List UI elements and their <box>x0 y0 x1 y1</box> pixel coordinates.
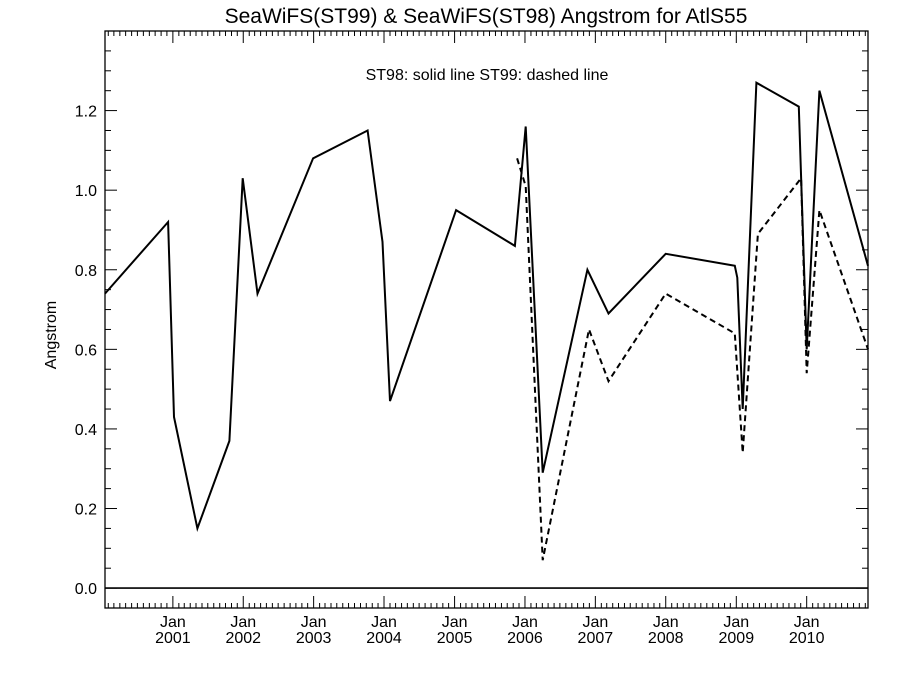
x-tick-year-label: 2007 <box>578 630 614 647</box>
x-tick-month-label: Jan <box>442 614 468 631</box>
x-tick-year-label: 2001 <box>155 630 191 647</box>
x-tick-month-label: Jan <box>230 614 256 631</box>
x-tick-year-label: 2006 <box>507 630 543 647</box>
x-tick-month-label: Jan <box>653 614 679 631</box>
y-tick-label: 0.0 <box>75 581 97 598</box>
y-tick-label: 1.2 <box>75 104 97 121</box>
x-tick-year-label: 2002 <box>225 630 261 647</box>
chart-annotation: ST98: solid line ST99: dashed line <box>366 67 609 84</box>
x-tick-year-label: 2004 <box>366 630 402 647</box>
series-line-st99 <box>516 158 869 561</box>
series-layer <box>104 81 869 589</box>
x-tick-month-label: Jan <box>160 614 186 631</box>
x-tick-year-label: 2003 <box>296 630 332 647</box>
y-tick-label: 0.6 <box>75 342 97 359</box>
axis-ticks: 0.00.20.40.60.81.01.2Jan2001Jan2002Jan20… <box>75 30 868 647</box>
x-tick-month-label: Jan <box>371 614 397 631</box>
x-tick-year-label: 2010 <box>789 630 825 647</box>
x-tick-month-label: Jan <box>301 614 327 631</box>
plot-frame <box>104 30 869 609</box>
x-tick-month-label: Jan <box>794 614 820 631</box>
x-tick-month-label: Jan <box>512 614 538 631</box>
series-line-st98 <box>104 81 869 533</box>
y-tick-label: 1.0 <box>75 183 97 200</box>
y-tick-label: 0.4 <box>75 422 97 439</box>
y-tick-label: 0.8 <box>75 263 97 280</box>
x-tick-month-label: Jan <box>723 614 749 631</box>
x-tick-year-label: 2005 <box>437 630 473 647</box>
x-tick-year-label: 2009 <box>719 630 755 647</box>
x-tick-year-label: 2008 <box>648 630 684 647</box>
y-tick-label: 0.2 <box>75 502 97 519</box>
chart-title: SeaWiFS(ST99) & SeaWiFS(ST98) Angstrom f… <box>225 5 748 28</box>
y-axis-label: Angstrom <box>43 301 60 369</box>
x-tick-month-label: Jan <box>582 614 608 631</box>
